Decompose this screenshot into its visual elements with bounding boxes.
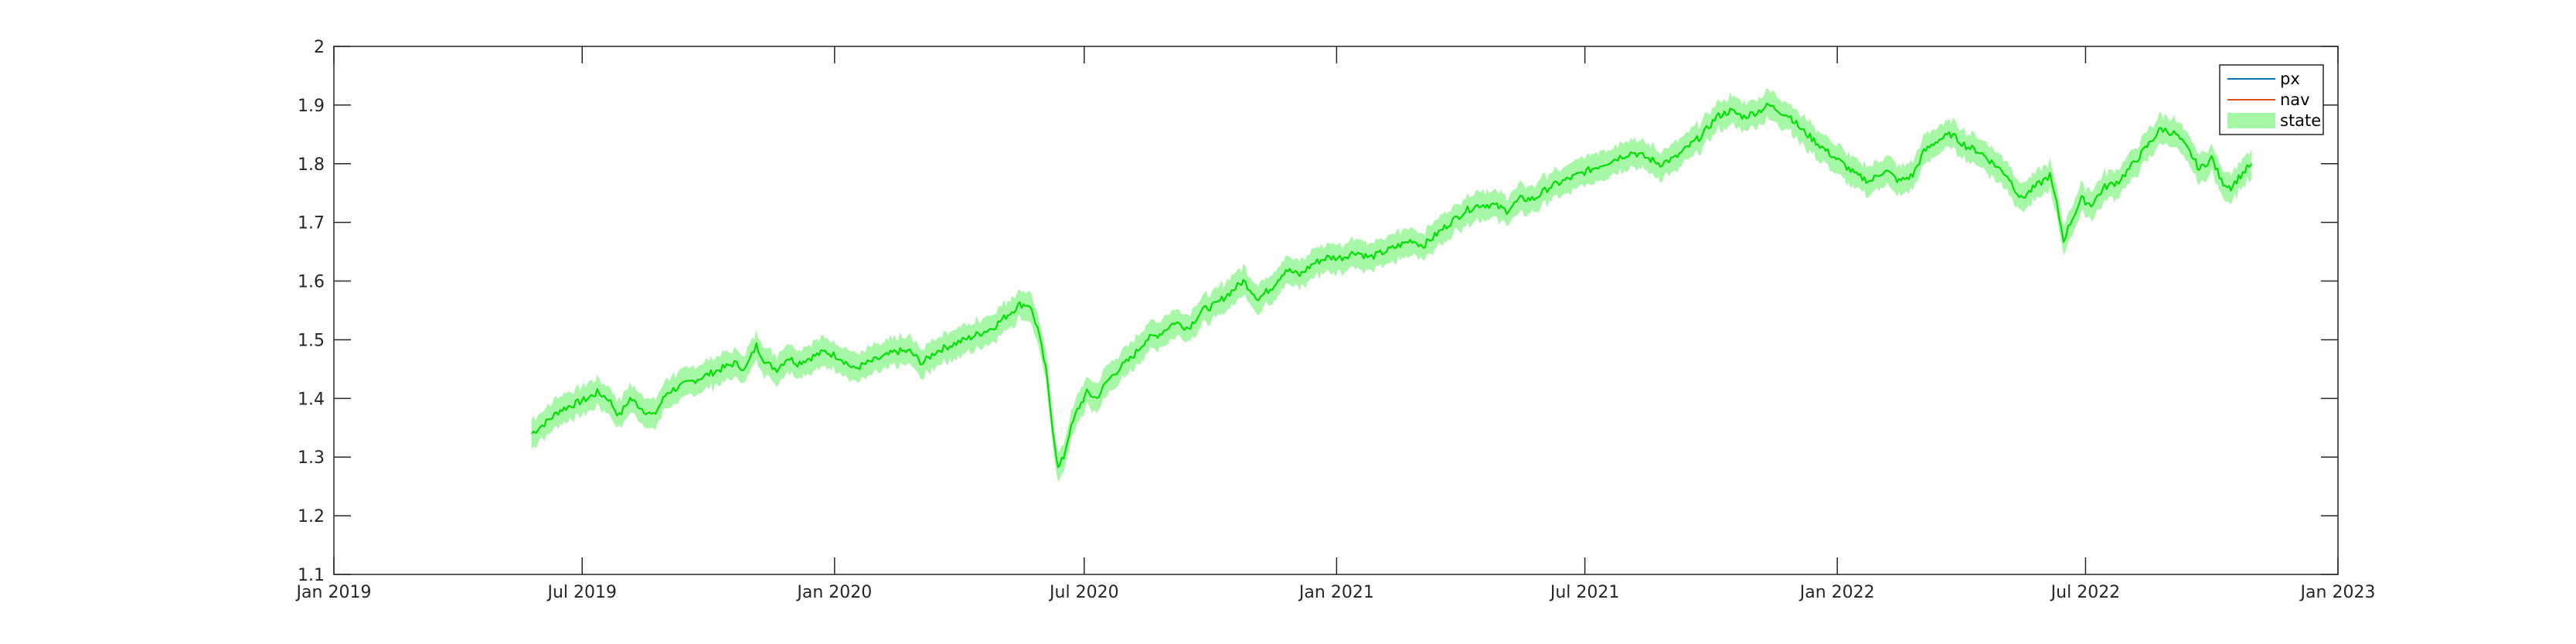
y-tick-label: 1.7 — [298, 214, 325, 233]
y-tick-label: 1.9 — [298, 97, 325, 116]
series-line-px — [530, 102, 2253, 469]
axes-box — [333, 46, 2339, 575]
y-tick-label: 1.4 — [298, 390, 325, 409]
x-tick-label: Jan 2020 — [795, 583, 872, 602]
x-tick-label: Jan 2019 — [295, 583, 372, 602]
x-tick-label: Jan 2023 — [2299, 583, 2376, 602]
legend-label-state: state — [2280, 111, 2321, 130]
x-tick-label: Jul 2022 — [2050, 583, 2121, 602]
y-tick-label: 1.1 — [298, 566, 325, 585]
y-tick-label: 1.5 — [298, 331, 325, 350]
legend-label-px: px — [2280, 70, 2300, 88]
y-tick-label: 1.2 — [298, 507, 325, 526]
x-tick-label: Jul 2021 — [1549, 583, 1620, 602]
x-tick-label: Jul 2019 — [546, 583, 617, 602]
legend-swatch-state — [2227, 113, 2275, 128]
legend: px nav state — [2219, 64, 2324, 135]
y-tick-label: 1.6 — [298, 273, 325, 292]
legend-label-nav: nav — [2280, 90, 2310, 109]
y-tick-label: 1.3 — [298, 448, 325, 468]
x-tick-label: Jul 2020 — [1048, 583, 1119, 602]
axes: Jan 2019 Jul 2019 Jan 2020 Jul 2020 Jan 2021… — [295, 38, 2376, 602]
y-tick-label: 1.8 — [298, 155, 325, 175]
x-tick-label: Jan 2021 — [1298, 583, 1374, 602]
y-tick-label: 2 — [314, 38, 325, 57]
plot-area — [530, 87, 2253, 482]
x-tick-label: Jan 2022 — [1798, 583, 1875, 602]
